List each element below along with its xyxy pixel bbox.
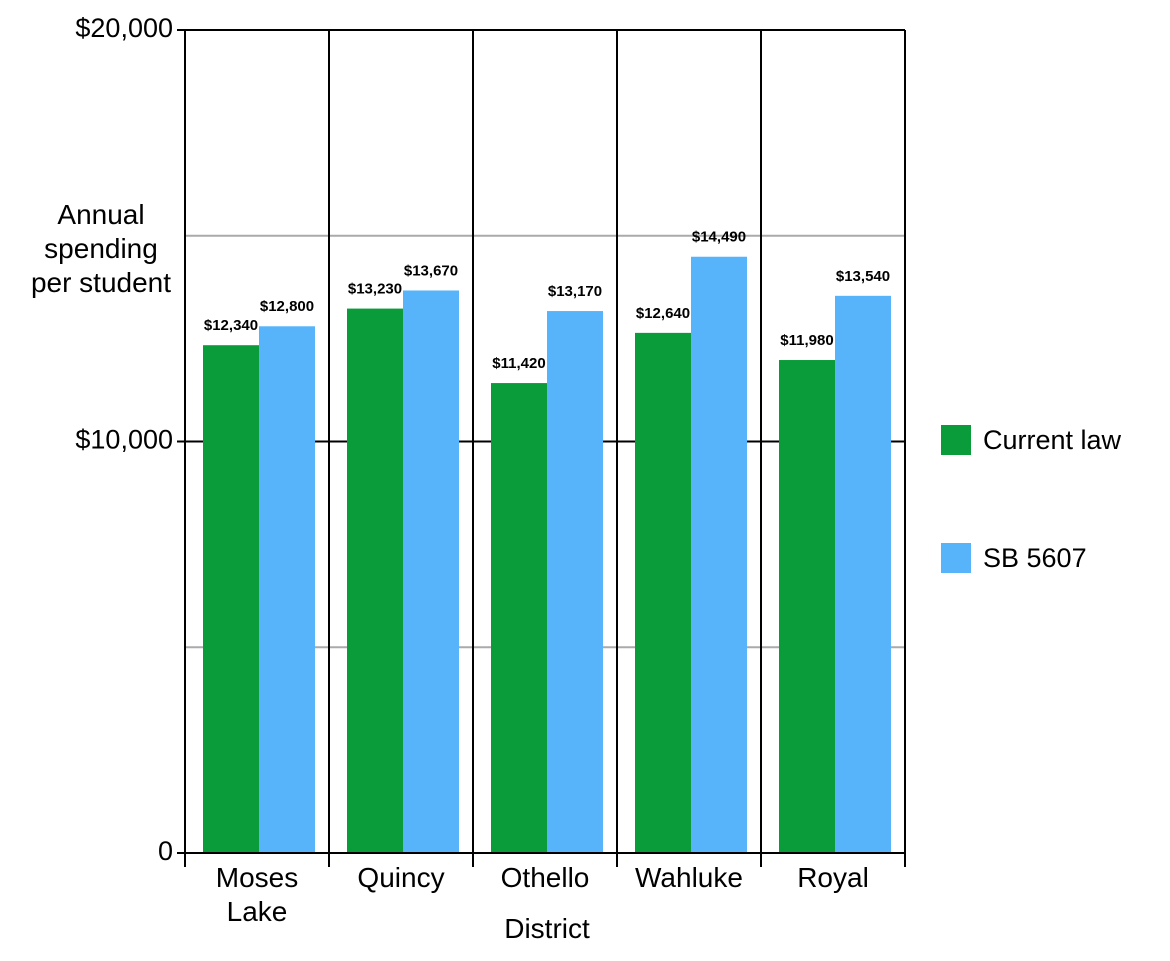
y-axis-title: Annual spending per student [30, 199, 172, 298]
bar [259, 326, 315, 853]
bar [547, 311, 603, 853]
value-label: $12,340 [204, 317, 258, 334]
x-tick-label: Wahluke [635, 862, 743, 893]
x-tick-label: Moses Lake [215, 862, 299, 927]
value-label: $13,230 [348, 281, 402, 298]
y-tick-label: $20,000 [75, 13, 173, 43]
x-tick-label: Royal [797, 862, 869, 893]
x-tick-label: Quincy [357, 862, 445, 893]
value-label: $14,490 [692, 229, 746, 246]
x-axis-title: District [504, 913, 590, 944]
legend-label: Current law [983, 425, 1122, 455]
bar [835, 295, 891, 854]
legend-swatch [941, 425, 971, 455]
y-tick-label: 0 [158, 836, 173, 866]
bar [203, 345, 259, 853]
bar [403, 290, 459, 853]
value-label: $13,170 [548, 283, 602, 300]
value-label: $11,420 [492, 355, 545, 372]
bar [691, 256, 747, 853]
value-label: $13,670 [404, 262, 458, 279]
value-label: $12,640 [636, 305, 690, 322]
value-label: $13,540 [836, 268, 890, 285]
bar [779, 360, 835, 853]
legend-swatch [941, 543, 971, 573]
x-tick-label: Othello [500, 862, 590, 893]
y-tick-label: $10,000 [75, 425, 173, 455]
bar [491, 383, 547, 853]
value-label: $12,800 [260, 298, 314, 315]
bar [347, 308, 403, 853]
value-label: $11,980 [780, 332, 833, 349]
bar [635, 332, 691, 853]
legend-label: SB 5607 [983, 543, 1087, 573]
